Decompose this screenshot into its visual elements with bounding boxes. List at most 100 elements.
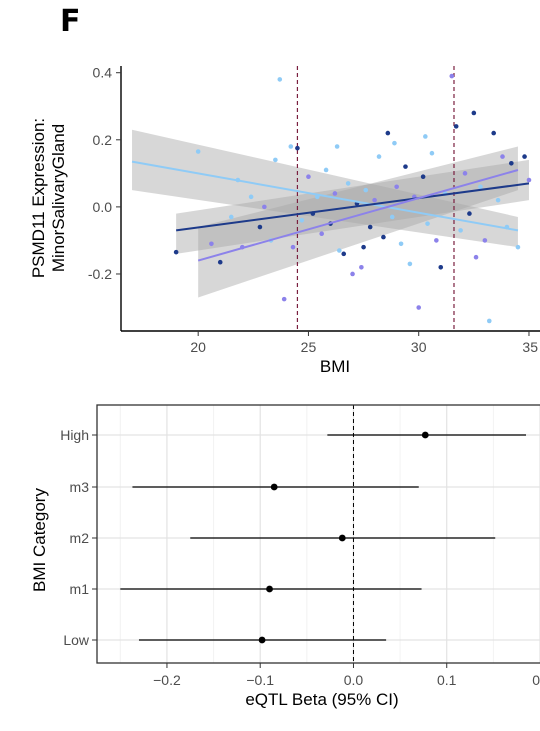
y-tick-labels: 0.4 0.2 0.0 -0.2 [88, 65, 121, 282]
x-tick-label: 35 [522, 339, 538, 355]
data-point [486, 318, 492, 324]
estimate-point-m3 [270, 483, 278, 491]
x-axis-title: BMI [320, 357, 350, 376]
data-point [482, 238, 488, 243]
data-point [425, 221, 430, 226]
data-point [515, 244, 521, 250]
data-point [337, 248, 342, 253]
panel-label: F [60, 4, 81, 39]
data-point [299, 218, 305, 223]
data-point [473, 254, 479, 260]
data-point [228, 214, 234, 220]
forest-x-axis-title: eQTL Beta (95% CI) [245, 690, 398, 709]
data-point [389, 214, 395, 220]
data-point [478, 184, 483, 190]
y-tick-label: -0.2 [88, 266, 112, 282]
regression-lines [131, 160, 530, 262]
data-point [290, 244, 296, 250]
data-point [394, 184, 399, 190]
y-tick-label: 0.0 [93, 199, 113, 215]
data-point [345, 181, 351, 186]
data-point [453, 124, 459, 129]
estimate-point-High [421, 431, 429, 439]
category-label: m2 [70, 530, 90, 546]
bmi-cutoff-lines [296, 66, 455, 331]
x-tick-labels: 20 25 30 35 [190, 331, 538, 355]
data-point [323, 167, 329, 173]
data-point [429, 150, 435, 156]
beta-tick-labels: −0.2 −0.1 0.0 0.1 0 [153, 663, 540, 688]
data-point [363, 187, 369, 193]
data-point [462, 171, 468, 176]
data-point [281, 296, 287, 302]
y-tick-label: 0.2 [93, 132, 113, 148]
beta-tick-label: −0.2 [153, 672, 181, 688]
beta-tick-label-edge: 0 [532, 672, 540, 688]
forest-plot-frame [96, 404, 540, 664]
data-point [467, 211, 472, 216]
data-point [449, 73, 455, 79]
data-point [372, 197, 377, 203]
forest-gridlines [97, 405, 540, 663]
data-point [277, 77, 283, 82]
data-point [458, 228, 463, 233]
data-point [319, 231, 324, 237]
y-axis-title-line2: MinorSalivaryGland [49, 124, 68, 272]
scatter-panel: 0.4 0.2 0.0 -0.2 20 25 30 35 BMI PSMD11 Expres… [29, 65, 540, 376]
data-point [350, 271, 355, 277]
category-label: Low [63, 632, 90, 648]
data-point [526, 177, 532, 183]
beta-tick-label: 0.0 [344, 672, 364, 688]
data-point [376, 154, 382, 159]
data-point [295, 145, 300, 151]
category-label: High [60, 427, 89, 443]
forest-rows [120, 431, 527, 644]
data-point [471, 110, 477, 116]
data-point [420, 174, 426, 179]
estimate-point-Low [258, 636, 266, 644]
data-point [367, 224, 373, 230]
ci-band-light [132, 129, 518, 248]
data-point [209, 241, 214, 247]
x-tick-label: 20 [190, 339, 206, 355]
data-point [334, 144, 340, 149]
data-point [248, 194, 254, 200]
x-tick-label: 30 [411, 339, 427, 355]
forest-panel: High m3 m2 m1 Low −0.2 −0.1 0.0 0.1 0 eQTL Beta … [30, 404, 540, 709]
data-point [173, 249, 179, 255]
y-axis-title-line1: PSMD11 Expression: [29, 118, 48, 278]
data-point [361, 244, 366, 250]
category-label: m3 [70, 479, 90, 495]
fit-line-dark [175, 182, 530, 232]
data-point [195, 149, 201, 154]
data-point [217, 259, 223, 265]
data-point [438, 264, 444, 270]
fit-line-light [131, 160, 519, 232]
data-point [495, 197, 501, 203]
data-point [288, 144, 294, 149]
data-point [407, 261, 413, 267]
category-labels: High m3 m2 m1 Low [60, 427, 97, 648]
beta-tick-label: −0.1 [246, 672, 274, 688]
data-point [341, 251, 347, 257]
data-point [306, 174, 311, 179]
data-point [385, 130, 391, 136]
data-point [423, 134, 428, 139]
data-point [434, 238, 439, 243]
y-tick-label: 0.4 [93, 65, 113, 81]
data-point [257, 224, 263, 230]
data-point [491, 130, 496, 136]
data-point [403, 164, 408, 169]
ci-band-mid [198, 146, 518, 298]
data-point [262, 204, 267, 210]
data-point [416, 305, 422, 310]
data-point [509, 160, 514, 166]
forest-y-axis-title: BMI Category [30, 488, 49, 592]
data-point [332, 191, 338, 196]
estimate-point-m2 [338, 534, 346, 542]
fit-line-mid [197, 169, 519, 262]
estimate-point-m1 [266, 585, 273, 593]
data-point [500, 154, 505, 159]
category-label: m1 [70, 581, 90, 597]
